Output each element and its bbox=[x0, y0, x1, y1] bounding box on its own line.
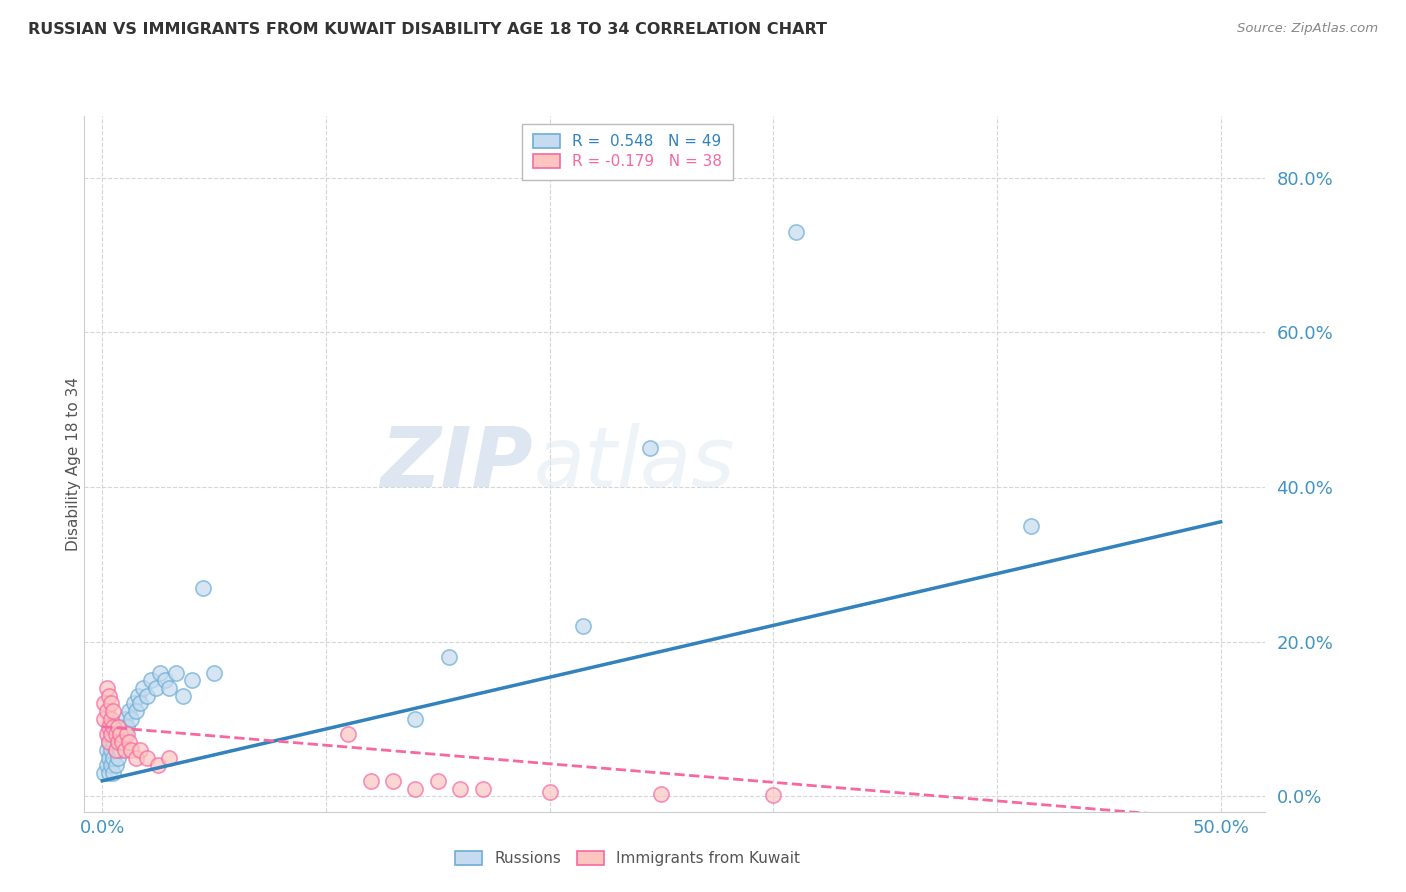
Point bbox=[96, 681, 118, 695]
Point bbox=[104, 743, 127, 757]
Point bbox=[103, 750, 125, 764]
Point bbox=[538, 785, 561, 799]
Point bbox=[172, 689, 194, 703]
Point bbox=[125, 704, 148, 718]
Point bbox=[118, 704, 141, 718]
Point bbox=[136, 689, 159, 703]
Text: ZIP: ZIP bbox=[381, 424, 533, 504]
Point bbox=[108, 727, 131, 741]
Point bbox=[111, 735, 134, 749]
Point bbox=[100, 712, 122, 726]
Point bbox=[107, 735, 129, 749]
Point bbox=[98, 720, 120, 734]
Point bbox=[98, 735, 120, 749]
Point bbox=[96, 704, 118, 718]
Point bbox=[93, 712, 115, 726]
Point bbox=[98, 766, 120, 780]
Point bbox=[98, 689, 120, 703]
Point bbox=[437, 650, 460, 665]
Point bbox=[149, 665, 172, 680]
Point bbox=[638, 442, 661, 456]
Point bbox=[104, 727, 127, 741]
Point bbox=[449, 781, 471, 796]
Point bbox=[360, 773, 382, 788]
Point bbox=[107, 750, 129, 764]
Point bbox=[100, 727, 122, 741]
Point bbox=[108, 743, 131, 757]
Point bbox=[96, 727, 118, 741]
Point bbox=[127, 689, 149, 703]
Point bbox=[120, 743, 142, 757]
Point bbox=[122, 697, 145, 711]
Point bbox=[153, 673, 176, 688]
Point bbox=[129, 697, 152, 711]
Point bbox=[115, 720, 138, 734]
Point bbox=[202, 665, 225, 680]
Point bbox=[103, 720, 125, 734]
Point bbox=[98, 735, 120, 749]
Point bbox=[145, 681, 167, 695]
Point bbox=[93, 697, 115, 711]
Point bbox=[104, 727, 127, 741]
Point bbox=[785, 225, 807, 239]
Text: Source: ZipAtlas.com: Source: ZipAtlas.com bbox=[1237, 22, 1378, 36]
Point bbox=[103, 735, 125, 749]
Point bbox=[114, 727, 136, 741]
Point bbox=[114, 743, 136, 757]
Point bbox=[111, 735, 134, 749]
Point bbox=[141, 673, 163, 688]
Point bbox=[111, 720, 134, 734]
Point bbox=[103, 766, 125, 780]
Point bbox=[1019, 518, 1042, 533]
Y-axis label: Disability Age 18 to 34: Disability Age 18 to 34 bbox=[66, 376, 80, 551]
Point bbox=[98, 750, 120, 764]
Point bbox=[96, 758, 118, 772]
Point bbox=[426, 773, 449, 788]
Text: atlas: atlas bbox=[533, 424, 735, 504]
Point bbox=[120, 712, 142, 726]
Point bbox=[114, 712, 136, 726]
Point bbox=[93, 766, 115, 780]
Point bbox=[118, 735, 141, 749]
Point bbox=[107, 720, 129, 734]
Point bbox=[129, 743, 152, 757]
Text: RUSSIAN VS IMMIGRANTS FROM KUWAIT DISABILITY AGE 18 TO 34 CORRELATION CHART: RUSSIAN VS IMMIGRANTS FROM KUWAIT DISABI… bbox=[28, 22, 827, 37]
Point bbox=[165, 665, 187, 680]
Point bbox=[100, 727, 122, 741]
Point bbox=[100, 758, 122, 772]
Point bbox=[103, 704, 125, 718]
Point bbox=[191, 581, 214, 595]
Point bbox=[107, 720, 129, 734]
Point bbox=[762, 789, 785, 803]
Point bbox=[96, 743, 118, 757]
Point bbox=[131, 681, 153, 695]
Point bbox=[108, 727, 131, 741]
Point bbox=[404, 781, 426, 796]
Point bbox=[471, 781, 494, 796]
Point bbox=[100, 697, 122, 711]
Point bbox=[104, 743, 127, 757]
Point bbox=[107, 735, 129, 749]
Point bbox=[337, 727, 360, 741]
Point bbox=[146, 758, 169, 772]
Point bbox=[404, 712, 426, 726]
Point bbox=[157, 750, 180, 764]
Point bbox=[157, 681, 180, 695]
Point bbox=[382, 773, 405, 788]
Point bbox=[136, 750, 159, 764]
Point bbox=[572, 619, 595, 633]
Point bbox=[104, 758, 127, 772]
Point bbox=[125, 750, 148, 764]
Point bbox=[100, 743, 122, 757]
Point bbox=[650, 787, 672, 801]
Point bbox=[115, 727, 138, 741]
Point bbox=[180, 673, 202, 688]
Legend: Russions, Immigrants from Kuwait: Russions, Immigrants from Kuwait bbox=[447, 843, 808, 873]
